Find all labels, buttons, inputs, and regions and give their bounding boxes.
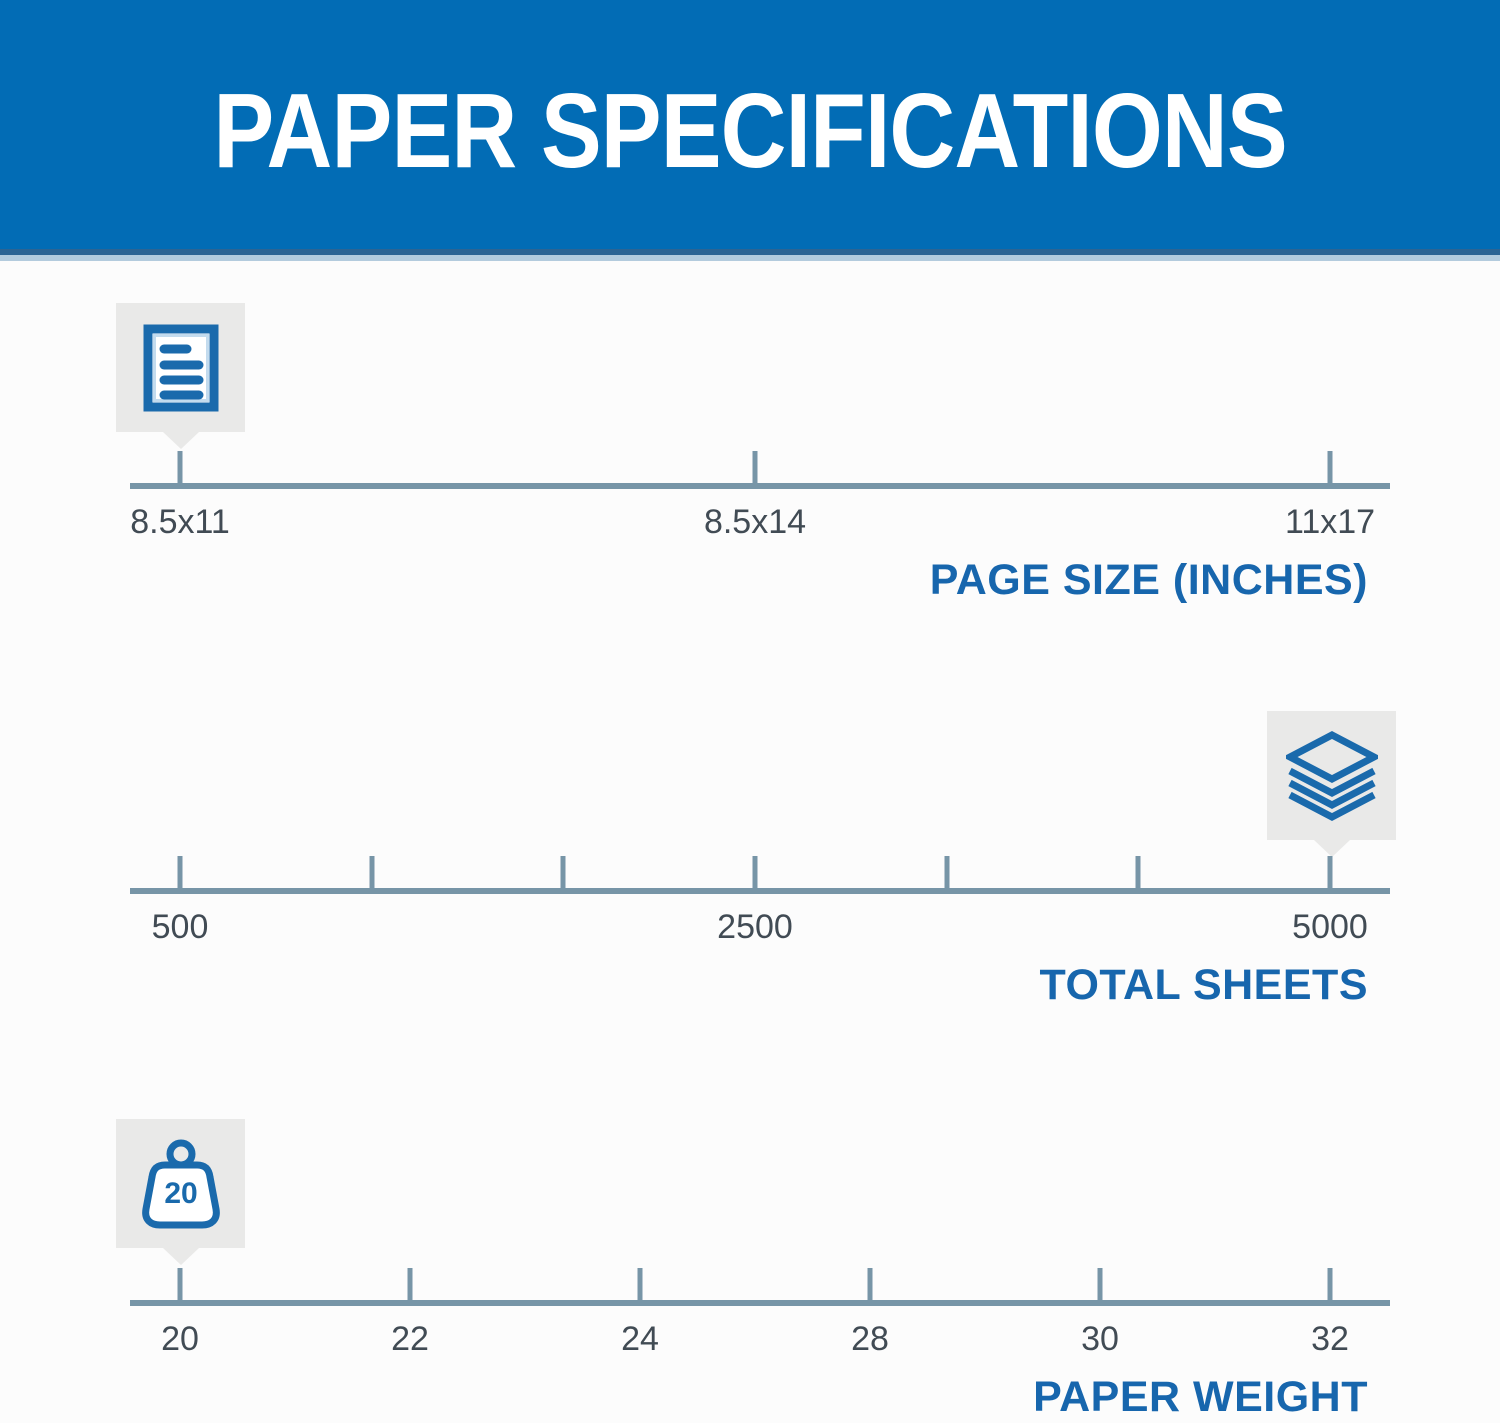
paper-weight-axis-line xyxy=(130,1300,1390,1306)
total-sheets-ticks: 500 2500 5000 xyxy=(152,856,1368,1006)
tick-mark xyxy=(1327,856,1333,889)
tick-mark xyxy=(867,1268,873,1301)
paper-weight-axis-title: PAPER WEIGHT xyxy=(1033,1373,1368,1421)
paper-stack-icon xyxy=(1285,730,1378,821)
header-banner: PAPER SPECIFICATIONS xyxy=(0,0,1500,249)
tick-mark xyxy=(560,856,566,889)
tick-label: 8.5x14 xyxy=(703,503,807,541)
tick-label: 500 xyxy=(151,908,209,946)
paper-weight-ticks: 20 22 24 28 30 32 xyxy=(161,1268,1349,1418)
tick-mark xyxy=(1327,451,1333,484)
total-sheets-axis-line xyxy=(130,888,1390,894)
tick-label: 22 xyxy=(391,1320,429,1358)
tick-label: 11x17 xyxy=(1284,503,1376,541)
total-sheets-marker xyxy=(1267,711,1396,840)
tick-mark xyxy=(1327,1268,1333,1301)
tick-mark xyxy=(1097,1268,1103,1301)
page-size-marker xyxy=(116,303,245,432)
weight-icon: 20 xyxy=(141,1139,220,1228)
total-sheets-scale: 500 2500 5000 TOTAL SHEETS xyxy=(0,856,1500,1026)
tick-label: 24 xyxy=(621,1320,659,1358)
weight-icon-value: 20 xyxy=(164,1177,197,1210)
tick-label: 32 xyxy=(1311,1320,1349,1358)
page-size-axis-line xyxy=(130,483,1390,489)
tick-mark xyxy=(177,451,183,484)
tick-mark xyxy=(752,451,758,484)
tick-mark xyxy=(752,856,758,889)
tick-label: 8.5x11 xyxy=(130,503,230,541)
banner-divider-dark xyxy=(0,249,1500,255)
tick-mark xyxy=(369,856,375,889)
document-icon xyxy=(143,324,218,411)
tick-label: 2500 xyxy=(717,908,793,946)
tick-mark xyxy=(177,856,183,889)
tick-mark xyxy=(407,1268,413,1301)
page-size-ticks: 8.5x11 8.5x14 11x17 xyxy=(130,451,1375,601)
tick-mark xyxy=(177,1268,183,1301)
tick-label: 20 xyxy=(161,1320,199,1358)
tick-mark xyxy=(1135,856,1141,889)
page-size-axis-title: PAGE SIZE (INCHES) xyxy=(929,556,1368,604)
paper-weight-marker: 20 xyxy=(116,1119,245,1248)
tick-label: 28 xyxy=(851,1320,889,1358)
page-title: PAPER SPECIFICATIONS xyxy=(213,72,1287,190)
tick-label: 30 xyxy=(1081,1320,1119,1358)
total-sheets-axis-title: TOTAL SHEETS xyxy=(1039,961,1368,1009)
tick-mark xyxy=(944,856,950,889)
page-size-scale: 8.5x11 8.5x14 11x17 PAGE SIZE (INCHES) xyxy=(0,451,1500,621)
tick-label: 5000 xyxy=(1292,908,1368,946)
paper-weight-scale: 20 22 24 28 30 32 PAPER WEIGHT xyxy=(0,1268,1500,1423)
banner-divider-light xyxy=(0,255,1500,261)
tick-mark xyxy=(637,1268,643,1301)
